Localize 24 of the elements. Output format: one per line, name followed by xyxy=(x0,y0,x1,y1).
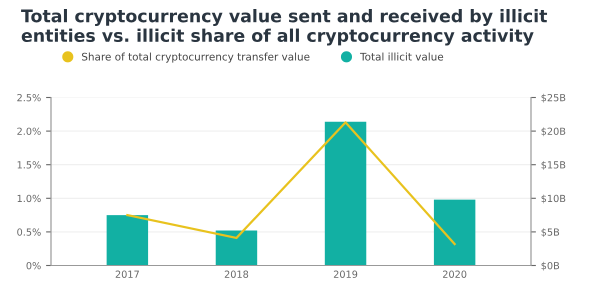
bar xyxy=(434,200,476,266)
y-tick-label: 1.5% xyxy=(18,161,41,169)
bar xyxy=(216,230,258,266)
chart-title: Total cryptocurrency value sent and received by illicit entities vs. illicit share of all cryptocurrency activity xyxy=(21,9,548,46)
y2-tick-label: $5B xyxy=(542,228,560,238)
y-tick-label: 1.0% xyxy=(18,194,41,202)
y2-tick-label: $10B xyxy=(542,194,566,204)
y2-tick-label: $15B xyxy=(542,161,566,170)
x-tick-label: 2019 xyxy=(334,270,358,278)
x-tick-label: 2018 xyxy=(224,270,248,278)
legend-label: Share of total cryptocurrency transfer value xyxy=(82,52,310,63)
bar xyxy=(106,215,148,266)
y-tick-label: 0% xyxy=(26,262,41,270)
x-tick-label: 2020 xyxy=(442,270,466,278)
x-tick-label: 2017 xyxy=(116,270,139,278)
y2-tick-label: $0B xyxy=(542,262,560,271)
y2-tick-label: $25B xyxy=(542,94,566,103)
line-series xyxy=(126,121,456,246)
y2-tick-label: $20B xyxy=(542,127,566,136)
legend-label: Total illicit value xyxy=(360,52,444,61)
y-tick-label: 0.5% xyxy=(17,228,41,236)
bar xyxy=(324,122,366,266)
y-tick-label: 2.5% xyxy=(17,94,41,102)
y-tick-label: 2.0% xyxy=(17,128,41,135)
